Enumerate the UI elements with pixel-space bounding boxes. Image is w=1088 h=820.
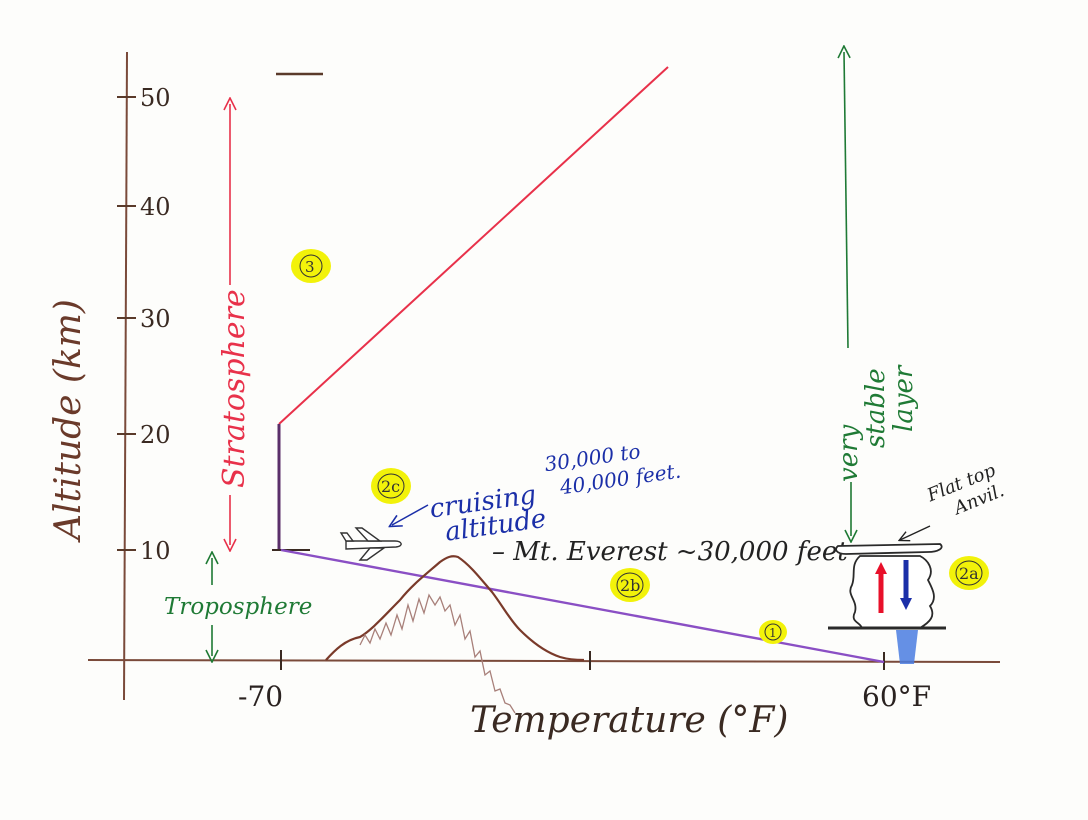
- stable-layer-annotation: very stable layer: [834, 52, 919, 536]
- anvil-arrow: [900, 525, 931, 540]
- rain-shaft: [896, 630, 918, 664]
- troposphere-annotation: Troposphere: [164, 558, 312, 656]
- marker-2a: 2a: [949, 556, 989, 590]
- y-tick-label-50: 50: [140, 84, 171, 112]
- marker-3-label: 3: [305, 258, 315, 276]
- airplane-icon: [339, 527, 402, 561]
- x-axis-title: Temperature (°F): [470, 700, 788, 741]
- y-axis-title: Altitude (km): [48, 299, 89, 543]
- mountain-shading: [359, 593, 516, 714]
- y-axis: [123, 51, 128, 701]
- stratosphere-annotation: Stratosphere: [217, 104, 252, 545]
- x-tick-label-60: 60°F: [862, 680, 931, 713]
- troposphere-label: Troposphere: [164, 594, 312, 620]
- mountain-outline: [325, 555, 585, 662]
- marker-2b-label: 2b: [620, 576, 640, 595]
- thunderstorm-cloud: [828, 543, 946, 664]
- marker-1-label: 1: [769, 626, 777, 640]
- marker-3: 3: [291, 249, 331, 283]
- stratosphere-profile-line: [278, 66, 669, 425]
- marker-2c: 2c: [371, 468, 411, 504]
- y-tick-label-30: 30: [140, 305, 171, 333]
- cruising-annotation: cruising altitude 30,000 to 40,000 feet.: [428, 439, 683, 548]
- x-axis: [87, 659, 1001, 663]
- cruising-arrow: [392, 504, 429, 525]
- stable-word-stable: stable: [861, 368, 891, 448]
- anvil-annotation: Flat top Anvil.: [923, 460, 1007, 520]
- temperature-profile: [272, 66, 885, 664]
- troposphere-lapse-line: [280, 548, 885, 664]
- y-tick-label-20: 20: [140, 421, 171, 449]
- marker-2c-label: 2c: [381, 477, 400, 496]
- x-tick-label-minus70: -70: [238, 680, 283, 713]
- marker-2a-label: 2a: [959, 564, 979, 583]
- stable-word-layer: layer: [889, 364, 919, 432]
- cloud-body: [849, 555, 935, 629]
- y-tick-label-10: 10: [140, 537, 171, 565]
- stratosphere-label: Stratosphere: [217, 289, 252, 488]
- y-tick-label-40: 40: [140, 193, 171, 221]
- mt-everest-mountain: – Mt. Everest ~30,000 feet: [325, 537, 848, 714]
- stable-arrow-up: [844, 52, 848, 349]
- anvil-top: [835, 543, 943, 555]
- axes: 50 40 30 20 10 -70 60°F Temperature (°F)…: [48, 51, 1001, 741]
- marker-1: 1: [759, 620, 787, 644]
- everest-label: – Mt. Everest ~30,000 feet: [492, 537, 848, 567]
- marker-2b: 2b: [610, 568, 650, 602]
- stable-word-very: very: [834, 424, 864, 482]
